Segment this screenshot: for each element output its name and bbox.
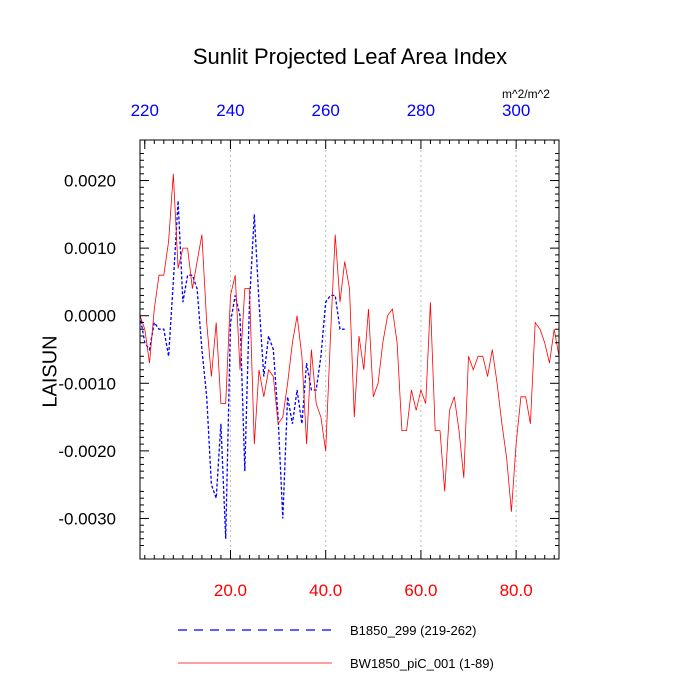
y-tick-label: 0.0000: [64, 307, 116, 326]
x-tick-label: 80.0: [500, 581, 533, 600]
y-tick-label: 0.0020: [64, 172, 116, 191]
series-line-1: [139, 200, 345, 539]
x-tick-label: 20.0: [214, 581, 247, 600]
legend-label-series-2: BW1850_piC_001 (1-89): [350, 656, 494, 671]
top-tick-label: 300: [502, 101, 530, 120]
x-tick-label: 40.0: [309, 581, 342, 600]
y-tick-label: -0.0030: [58, 509, 116, 528]
y-tick-label: 0.0010: [64, 239, 116, 258]
top-tick-label: 280: [407, 101, 435, 120]
series-line-2: [139, 173, 560, 512]
top-tick-label: 240: [216, 101, 244, 120]
top-tick-label: 220: [131, 101, 159, 120]
y-tick-label: -0.0010: [58, 374, 116, 393]
top-tick-label: 260: [312, 101, 340, 120]
y-tick-label: -0.0020: [58, 442, 116, 461]
plot-frame: [139, 139, 560, 560]
top-axis-units: m^2/m^2: [502, 87, 550, 101]
chart-title: Sunlit Projected Leaf Area Index: [192, 44, 508, 69]
legend-label-series-1: B1850_299 (219-262): [350, 623, 477, 638]
x-tick-label: 60.0: [404, 581, 437, 600]
